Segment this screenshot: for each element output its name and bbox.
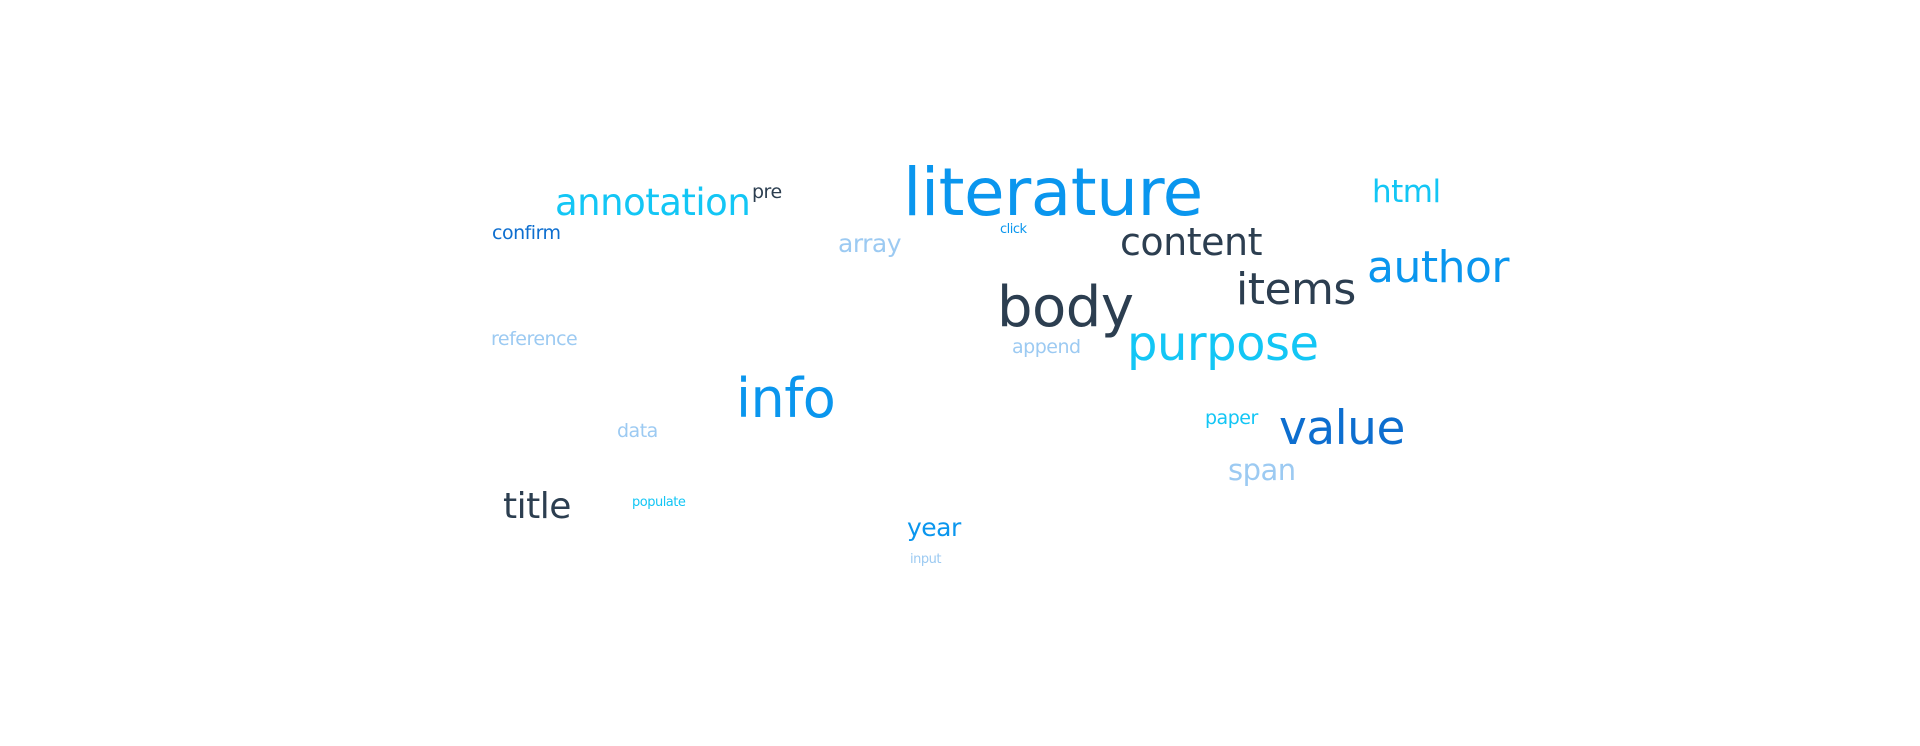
word-literature: literature (903, 154, 1203, 231)
word-span: span (1228, 453, 1296, 487)
word-items: items (1236, 264, 1356, 315)
word-purpose: purpose (1127, 316, 1319, 372)
word-html: html (1372, 174, 1441, 210)
word-value: value (1279, 401, 1405, 456)
word-title: title (503, 486, 571, 527)
word-input: input (910, 552, 941, 567)
word-annotation: annotation (555, 181, 751, 224)
word-click: click (1000, 222, 1027, 237)
word-data: data (617, 420, 658, 442)
word-paper: paper (1205, 407, 1258, 429)
word-append: append (1012, 336, 1081, 358)
word-info: info (736, 367, 836, 430)
word-confirm: confirm (492, 222, 561, 244)
word-content: content (1120, 220, 1263, 264)
word-reference: reference (491, 328, 578, 350)
word-pre: pre (752, 181, 782, 203)
word-populate: populate (632, 495, 686, 510)
word-array: array (838, 229, 902, 258)
word-year: year (907, 513, 961, 542)
word-author: author (1367, 242, 1510, 293)
word-body: body (997, 275, 1134, 340)
